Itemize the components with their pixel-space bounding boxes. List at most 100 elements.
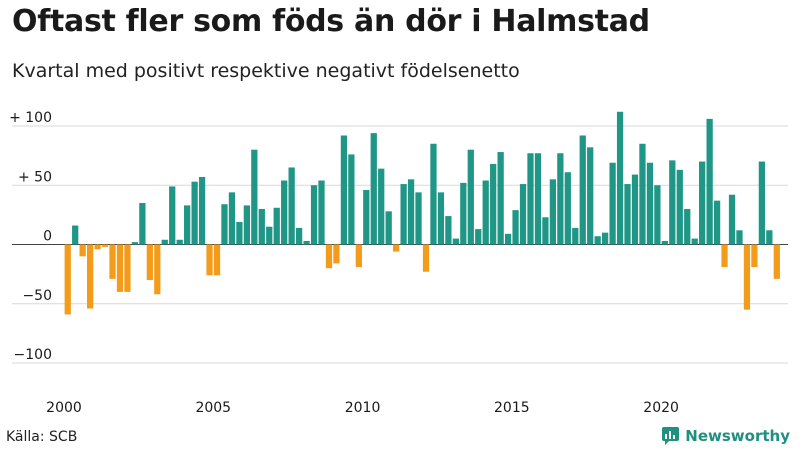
bar-negative bbox=[721, 244, 728, 268]
bar-positive bbox=[669, 160, 676, 245]
bar-positive bbox=[602, 232, 609, 245]
bar-positive bbox=[699, 161, 706, 245]
bar-positive bbox=[251, 149, 258, 245]
bar-positive bbox=[243, 205, 250, 245]
bar-positive bbox=[609, 162, 616, 245]
x-tick-label: 2010 bbox=[345, 400, 381, 416]
bar-positive bbox=[467, 149, 474, 245]
bar-positive bbox=[400, 184, 407, 245]
x-tick-label: 2015 bbox=[494, 400, 530, 416]
bar-positive bbox=[303, 240, 310, 245]
bar-positive bbox=[228, 192, 236, 245]
y-tick-label: −100 bbox=[14, 347, 52, 363]
y-tick-label: 0 bbox=[43, 229, 52, 245]
axis-labels: + 100 + 50 0 −50 −100 2000 2005 2010 2015 2020 bbox=[9, 110, 679, 416]
bar-positive bbox=[258, 208, 265, 245]
bar-positive bbox=[676, 169, 683, 245]
bar-positive bbox=[654, 185, 661, 245]
bar-positive bbox=[266, 226, 273, 245]
bar-negative bbox=[751, 244, 758, 268]
bar-positive bbox=[557, 153, 564, 245]
bar-positive bbox=[348, 154, 355, 245]
bar-positive bbox=[340, 135, 348, 245]
bar-negative bbox=[116, 244, 124, 292]
bar-positive bbox=[549, 179, 557, 245]
bar-negative bbox=[64, 244, 71, 315]
bar-positive bbox=[519, 184, 527, 245]
bar-positive bbox=[139, 203, 146, 245]
bar-positive bbox=[460, 182, 467, 245]
bar-negative bbox=[773, 244, 780, 279]
bar-positive bbox=[527, 153, 534, 245]
bar-positive bbox=[370, 133, 377, 245]
bar-positive bbox=[72, 225, 79, 245]
bar-negative bbox=[743, 244, 751, 310]
brand-logo: Newsworthy bbox=[661, 426, 790, 446]
bar-negative bbox=[109, 244, 116, 279]
bar-positive bbox=[378, 168, 385, 245]
bar-negative bbox=[154, 244, 161, 295]
bar-positive bbox=[490, 163, 497, 245]
bar-positive bbox=[452, 238, 459, 245]
bar-positive bbox=[363, 189, 370, 245]
bar-positive bbox=[482, 180, 489, 245]
bar-positive bbox=[437, 192, 445, 245]
bar-positive bbox=[318, 180, 325, 245]
bar-negative bbox=[94, 244, 101, 250]
bar-chart: + 100 + 50 0 −50 −100 2000 2005 2010 2015 2020 bbox=[9, 110, 788, 416]
y-tick-label: + 50 bbox=[18, 169, 52, 185]
bar-positive bbox=[176, 239, 183, 245]
bar-positive bbox=[646, 162, 654, 245]
bar-positive bbox=[310, 185, 318, 245]
bar-positive bbox=[288, 167, 295, 245]
x-tick-label: 2020 bbox=[643, 400, 679, 416]
bar-negative bbox=[422, 244, 430, 272]
bar-negative bbox=[101, 244, 109, 247]
bar-positive bbox=[407, 179, 415, 245]
bars bbox=[64, 111, 780, 315]
bar-positive bbox=[594, 236, 601, 245]
bar-positive bbox=[572, 227, 579, 245]
bar-positive bbox=[758, 161, 765, 245]
bar-positive bbox=[691, 238, 698, 245]
source-label: Källa: SCB bbox=[6, 429, 78, 445]
bar-positive bbox=[184, 205, 191, 245]
bar-positive bbox=[497, 152, 504, 245]
chart-subtitle: Kvartal med positivt respektive negativt… bbox=[12, 60, 520, 82]
brand-name: Newsworthy bbox=[685, 427, 790, 445]
bar-positive bbox=[736, 230, 743, 245]
bar-positive bbox=[131, 242, 139, 245]
bar-positive bbox=[639, 143, 646, 245]
bar-positive bbox=[445, 216, 452, 245]
bar-positive bbox=[728, 194, 736, 245]
bar-negative bbox=[213, 244, 221, 276]
bar-positive bbox=[169, 186, 176, 245]
bar-positive bbox=[766, 230, 773, 245]
bar-positive bbox=[504, 233, 512, 245]
bar-positive bbox=[661, 240, 668, 245]
y-tick-label: + 100 bbox=[9, 110, 52, 126]
bar-positive bbox=[564, 172, 571, 245]
bar-negative bbox=[333, 244, 340, 264]
bar-positive bbox=[273, 207, 280, 245]
bar-positive bbox=[534, 153, 542, 245]
y-tick-label: −50 bbox=[22, 288, 52, 304]
bar-negative bbox=[355, 244, 362, 268]
bar-positive bbox=[161, 239, 168, 245]
bar-positive bbox=[587, 147, 594, 245]
bar-positive bbox=[684, 208, 691, 245]
bar-positive bbox=[616, 111, 624, 245]
newsworthy-logo-icon bbox=[662, 427, 680, 445]
bar-positive bbox=[542, 217, 549, 245]
chart-title: Oftast fler som föds än dör i Halmstad bbox=[12, 4, 650, 39]
bar-positive bbox=[281, 180, 288, 245]
bar-negative bbox=[146, 244, 153, 281]
bar-positive bbox=[512, 210, 519, 245]
bar-positive bbox=[713, 200, 721, 245]
x-tick-label: 2005 bbox=[195, 400, 231, 416]
bar-positive bbox=[236, 221, 243, 245]
bar-positive bbox=[475, 229, 482, 245]
bar-positive bbox=[198, 176, 206, 245]
bar-positive bbox=[706, 118, 713, 245]
bar-positive bbox=[415, 192, 422, 245]
